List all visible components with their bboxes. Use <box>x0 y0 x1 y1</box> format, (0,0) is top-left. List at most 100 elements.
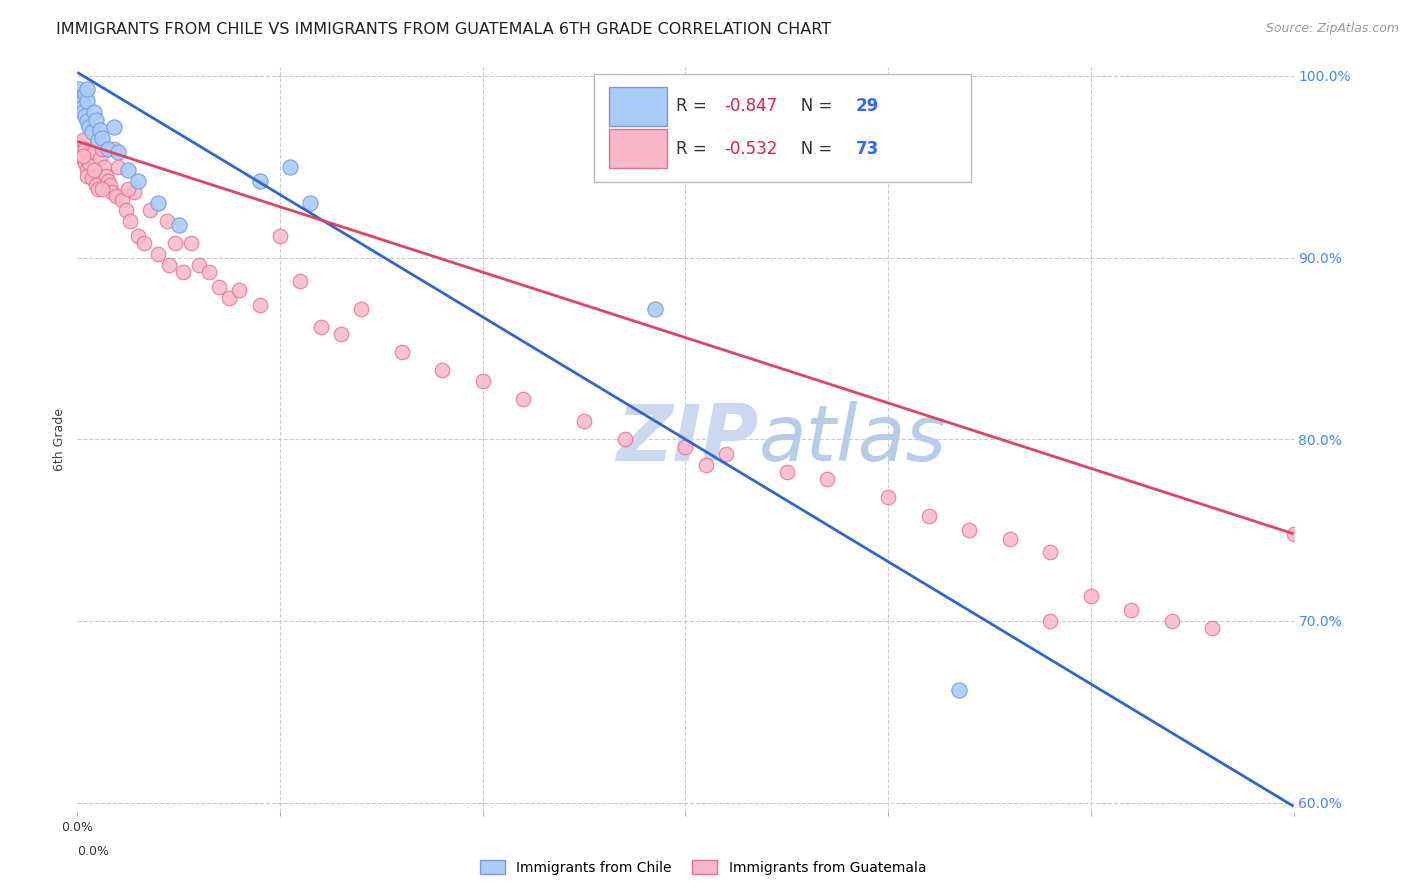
Point <box>72 151 94 165</box>
Point <box>97 174 120 188</box>
Point <box>299 196 322 211</box>
FancyBboxPatch shape <box>609 87 668 126</box>
Point <box>122 186 145 200</box>
Text: Source: ZipAtlas.com: Source: ZipAtlas.com <box>1265 22 1399 36</box>
Point <box>72 100 94 114</box>
Point <box>155 214 177 228</box>
Point <box>613 432 636 446</box>
Point <box>76 81 98 95</box>
FancyBboxPatch shape <box>609 129 668 169</box>
Point <box>75 142 97 156</box>
Point <box>278 160 301 174</box>
Point <box>67 138 90 153</box>
Point <box>101 186 124 200</box>
Point <box>163 236 186 251</box>
Point <box>157 258 180 272</box>
Text: R =: R = <box>676 140 711 158</box>
Point <box>1039 614 1062 628</box>
Point <box>84 178 107 192</box>
Point <box>111 193 134 207</box>
Text: N =: N = <box>785 97 838 115</box>
Point <box>75 109 97 123</box>
Point <box>208 279 231 293</box>
Point <box>139 203 162 218</box>
Point <box>86 132 108 146</box>
Point <box>72 149 94 163</box>
Point <box>1121 603 1143 617</box>
Point <box>1282 526 1305 541</box>
Point <box>98 178 121 192</box>
Point <box>83 145 105 160</box>
Point <box>948 683 970 698</box>
Point <box>89 123 111 137</box>
Point <box>76 169 98 183</box>
Point <box>75 156 97 170</box>
Point <box>134 236 156 251</box>
Point <box>290 274 312 288</box>
Point <box>148 196 170 211</box>
Point <box>1161 614 1184 628</box>
Point <box>117 181 139 195</box>
Text: 73: 73 <box>856 140 879 158</box>
Point <box>70 96 93 111</box>
Text: R =: R = <box>676 97 711 115</box>
Point <box>1039 545 1062 559</box>
Point <box>309 319 332 334</box>
Text: IMMIGRANTS FROM CHILE VS IMMIGRANTS FROM GUATEMALA 6TH GRADE CORRELATION CHART: IMMIGRANTS FROM CHILE VS IMMIGRANTS FROM… <box>56 22 831 37</box>
Point <box>90 181 112 195</box>
Point <box>249 174 271 188</box>
Point <box>172 265 194 279</box>
Point <box>644 301 666 316</box>
Text: -0.847: -0.847 <box>724 97 778 115</box>
Point <box>76 163 98 178</box>
Point <box>1201 621 1223 635</box>
Point <box>957 523 980 537</box>
Point <box>188 258 211 272</box>
Point <box>97 142 120 156</box>
Point <box>76 114 98 128</box>
Point <box>72 105 94 120</box>
Point <box>572 414 595 428</box>
Point <box>118 214 141 228</box>
Point <box>104 189 127 203</box>
Point <box>815 472 838 486</box>
Y-axis label: 6th Grade: 6th Grade <box>52 408 66 471</box>
Point <box>79 120 101 134</box>
Point <box>218 291 240 305</box>
Point <box>148 247 170 261</box>
Point <box>350 301 373 316</box>
Point <box>776 465 799 479</box>
Point <box>228 284 250 298</box>
Point <box>127 174 149 188</box>
Text: ZIP: ZIP <box>616 401 758 477</box>
Text: N =: N = <box>785 140 838 158</box>
Point <box>115 203 138 218</box>
Point <box>675 440 697 454</box>
Point <box>117 163 139 178</box>
Point <box>391 345 413 359</box>
Point <box>877 491 900 505</box>
Point <box>329 326 352 341</box>
Point <box>83 163 105 178</box>
Point <box>127 228 149 243</box>
Point <box>1080 589 1102 603</box>
Point <box>70 145 93 160</box>
Text: 0.0%: 0.0% <box>77 846 110 858</box>
Point <box>198 265 221 279</box>
Text: -0.532: -0.532 <box>724 140 778 158</box>
Point <box>167 218 190 232</box>
Point <box>918 508 941 523</box>
Point <box>67 81 90 95</box>
Point <box>714 447 737 461</box>
Point <box>432 363 454 377</box>
Point <box>471 374 494 388</box>
Point <box>107 160 129 174</box>
Point <box>103 142 125 156</box>
Point <box>84 112 107 127</box>
Point <box>72 132 94 146</box>
Point <box>75 87 97 102</box>
Point <box>998 533 1021 547</box>
Text: atlas: atlas <box>758 401 946 477</box>
Legend: Immigrants from Chile, Immigrants from Guatemala: Immigrants from Chile, Immigrants from G… <box>474 855 932 880</box>
FancyBboxPatch shape <box>595 74 972 182</box>
